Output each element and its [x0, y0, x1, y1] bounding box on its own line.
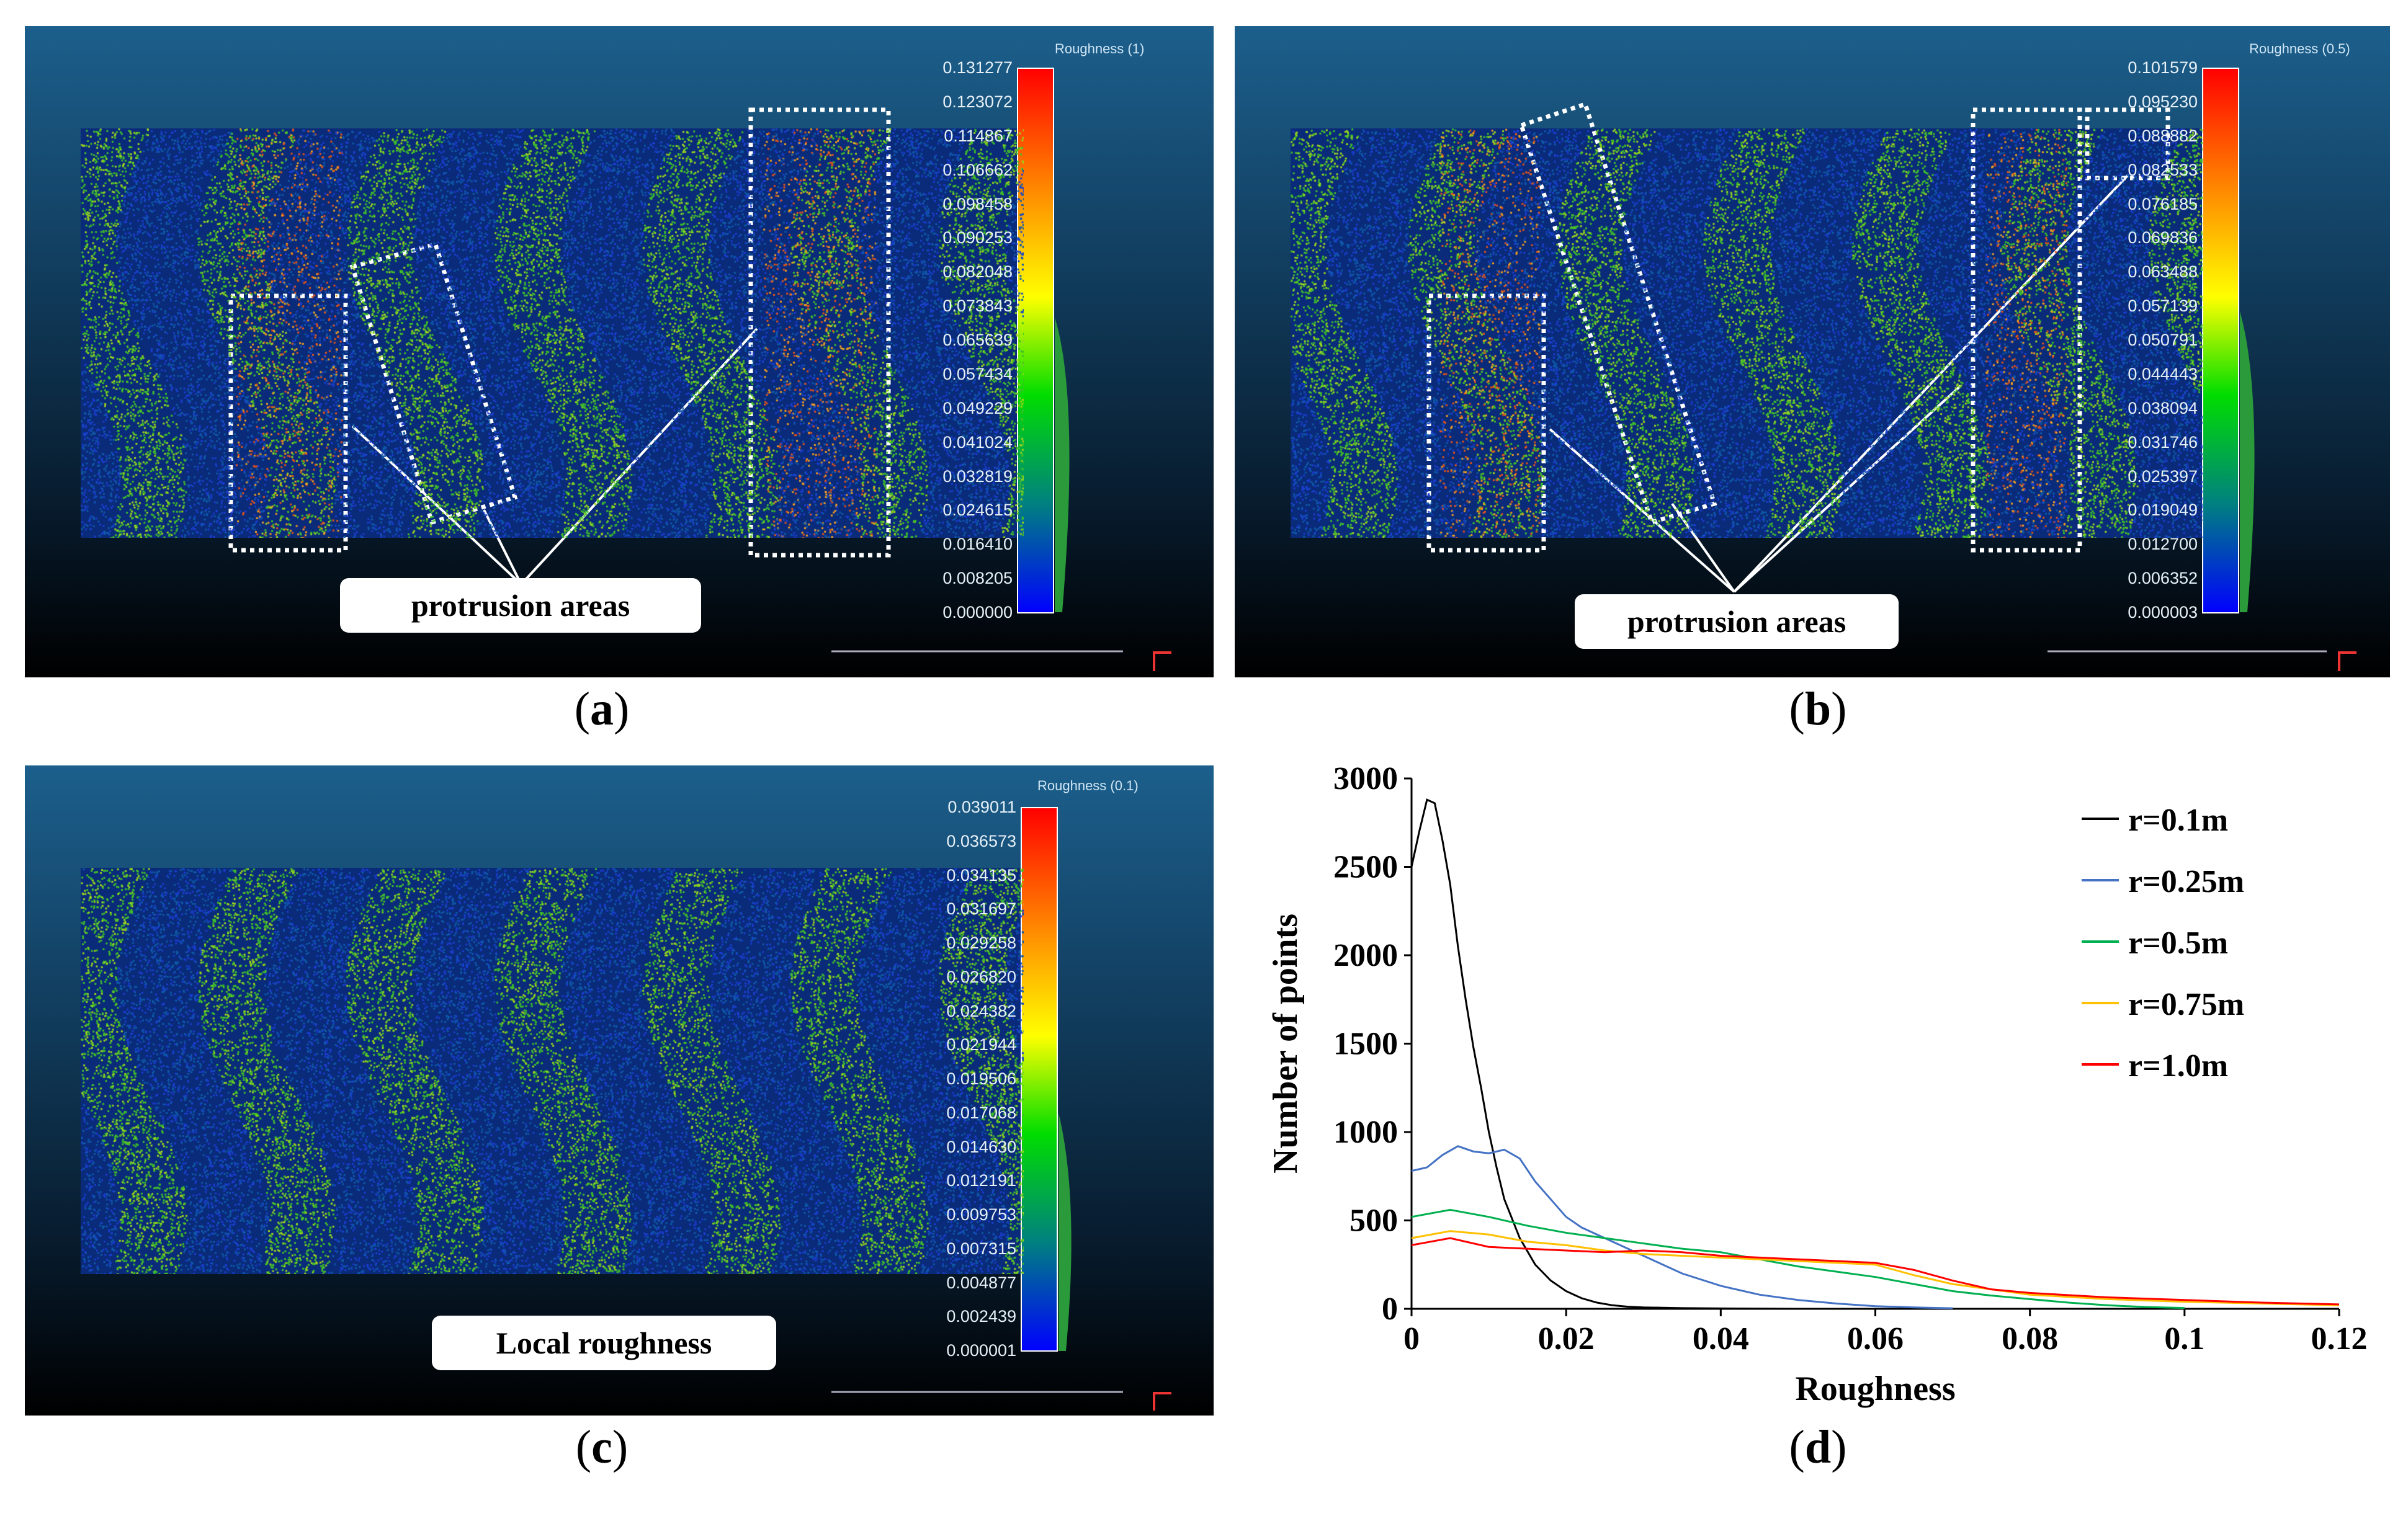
colorbar-tick-label: 0.014630 [946, 1137, 1016, 1156]
x-tick-label: 0.12 [2311, 1321, 2368, 1357]
colorbar-tick-label: 0.049229 [942, 398, 1013, 417]
caption-b: (b) [1789, 683, 1847, 735]
x-tick-label: 0 [1403, 1321, 1420, 1357]
series-line-r=1.0m [1411, 1237, 2340, 1306]
colorbar-tick-label: 0.019506 [946, 1069, 1016, 1088]
colorbar-tick-label: 0.041024 [942, 432, 1013, 452]
colorbar-tick-label: 0.002439 [946, 1307, 1016, 1326]
colorbar-tick-label: 0.000000 [942, 603, 1013, 622]
colorbar-tick-label: 0.082048 [942, 262, 1013, 282]
series-line-r=0.1m [1410, 798, 1798, 1310]
colorbar-tick-label: 0.044443 [2128, 364, 2198, 383]
legend-label: r=0.1m [2128, 803, 2228, 838]
colorbar-tick-label: 0.123072 [942, 92, 1013, 111]
colorbar-tick-label: 0.024382 [946, 1001, 1016, 1020]
colorbar-tick-label: 0.038094 [2128, 398, 2198, 417]
colorbar-tick-label: 0.088882 [2128, 126, 2198, 145]
colorbar-tick-label: 0.019049 [2128, 501, 2198, 520]
colorbar-tick-label: 0.007315 [946, 1239, 1016, 1258]
colorbar-tick-label: 0.131277 [942, 58, 1013, 77]
colorbar-tick-label: 0.004877 [946, 1273, 1016, 1292]
colorbar-tick-label: 0.106662 [942, 160, 1013, 179]
colorbar-tick-label: 0.050791 [2128, 331, 2198, 349]
colorbar-tick-label: 0.016410 [942, 535, 1013, 554]
colorbar-tick-label: 0.076185 [2128, 194, 2198, 213]
colorbar-title: Roughness (1) [1055, 41, 1145, 56]
colorbar-title: Roughness (0.5) [2249, 41, 2350, 56]
colorbar-tick-label: 0.012191 [946, 1171, 1016, 1190]
colorbar-tick-label: 0.024615 [942, 501, 1013, 520]
y-axis-label: Number of points [1266, 914, 1305, 1174]
colorbar-title: Roughness (0.1) [1037, 778, 1139, 793]
panel-b-scene: Roughness (0.5) 0.101579 0.095230 0.088882… [1235, 26, 2390, 677]
y-tick-label: 2500 [1333, 850, 1398, 885]
colorbar-tick-label: 0.000003 [2128, 603, 2198, 622]
y-tick-label: 1000 [1333, 1115, 1398, 1150]
colorbar-tick-label: 0.031746 [2128, 432, 2198, 452]
colorbar [1021, 807, 1058, 1352]
colorbar-tick-label: 0.008205 [942, 569, 1013, 588]
series-line-r=0.25m [1411, 1145, 1953, 1309]
colorbar-tick-label: 0.000001 [946, 1341, 1016, 1360]
legend-label: r=0.25m [2128, 864, 2244, 899]
callout-label: Local roughness [432, 1316, 776, 1370]
series-line-r=0.75m [1411, 1230, 2340, 1306]
y-tick-label: 2000 [1333, 938, 1398, 973]
colorbar-tick-label: 0.095230 [2128, 92, 2198, 111]
panel-a-scene: Roughness (1) 0.131277 0.123072 0.114867 0.… [25, 26, 1214, 677]
colorbar-tick-label: 0.031697 [946, 899, 1016, 919]
panel-c-scene: Roughness (0.1) 0.039011 0.036573 0.034135… [25, 765, 1214, 1416]
x-tick-label: 0.04 [1693, 1321, 1749, 1357]
x-tick-label: 0.1 [2164, 1321, 2204, 1357]
caption-c: (c) [575, 1421, 629, 1473]
colorbar-tick-label: 0.034135 [946, 865, 1016, 885]
colorbar-tick-label: 0.082533 [2128, 160, 2198, 179]
y-tick-label: 500 [1349, 1203, 1398, 1239]
point-cloud-points [81, 868, 1024, 1274]
histogram-strip [1059, 1113, 1072, 1351]
colorbar-tick-label: 0.069836 [2128, 228, 2198, 247]
callout-label: protrusion areas [340, 578, 701, 633]
caption-d: (d) [1789, 1421, 1847, 1473]
histogram-strip [2240, 311, 2255, 612]
y-tick-label: 1500 [1333, 1027, 1398, 1062]
colorbar-tick-label: 0.009753 [946, 1205, 1016, 1224]
colorbar [2202, 68, 2239, 613]
colorbar-tick-label: 0.098458 [942, 194, 1013, 213]
colorbar-tick-label: 0.090253 [942, 228, 1013, 247]
colorbar-tick-label: 0.057139 [2128, 297, 2198, 316]
x-tick-label: 0.06 [1847, 1321, 1904, 1357]
colorbar-tick-label: 0.073843 [942, 297, 1013, 316]
colorbar-tick-label: 0.017068 [946, 1103, 1016, 1122]
legend-label: r=0.5m [2128, 925, 2228, 961]
colorbar-tick-label: 0.025397 [2128, 466, 2198, 486]
colorbar-tick-label: 0.029258 [946, 934, 1016, 952]
x-axis-label: Roughness [1795, 1370, 1955, 1408]
colorbar-tick-label: 0.063488 [2128, 262, 2198, 282]
colorbar-tick-label: 0.006352 [2128, 569, 2198, 588]
histogram-strip [1055, 318, 1070, 612]
colorbar-tick-label: 0.057434 [942, 364, 1013, 383]
y-tick-label: 0 [1382, 1291, 1398, 1327]
colorbar-tick-label: 0.039011 [947, 798, 1016, 816]
callout-label: protrusion areas [1575, 594, 1899, 649]
point-cloud-points [81, 128, 1024, 538]
legend-label: r=1.0m [2128, 1048, 2228, 1084]
series-line-r=0.5m [1411, 1208, 2185, 1309]
legend-label: r=0.75m [2128, 987, 2244, 1022]
caption-a: (a) [574, 683, 630, 735]
colorbar-tick-label: 0.012700 [2128, 535, 2198, 554]
x-tick-label: 0.08 [2002, 1321, 2058, 1357]
y-tick-label: 3000 [1333, 761, 1398, 796]
colorbar-tick-label: 0.065639 [942, 331, 1013, 349]
colorbar-tick-label: 0.026820 [946, 967, 1016, 986]
colorbar-tick-label: 0.101579 [2128, 58, 2198, 77]
x-tick-label: 0.02 [1538, 1321, 1595, 1357]
colorbar-tick-label: 0.032819 [942, 466, 1013, 486]
point-cloud-points [1291, 128, 2203, 538]
roughness-histogram-chart: 0 0.02 0.04 0.06 0.08 0.1 0.12 0 500 1000 1500 2000… [1266, 761, 2368, 1408]
colorbar-tick-label: 0.021944 [946, 1035, 1016, 1055]
colorbar-tick-label: 0.114867 [944, 126, 1013, 145]
colorbar-tick-label: 0.036573 [946, 831, 1016, 850]
